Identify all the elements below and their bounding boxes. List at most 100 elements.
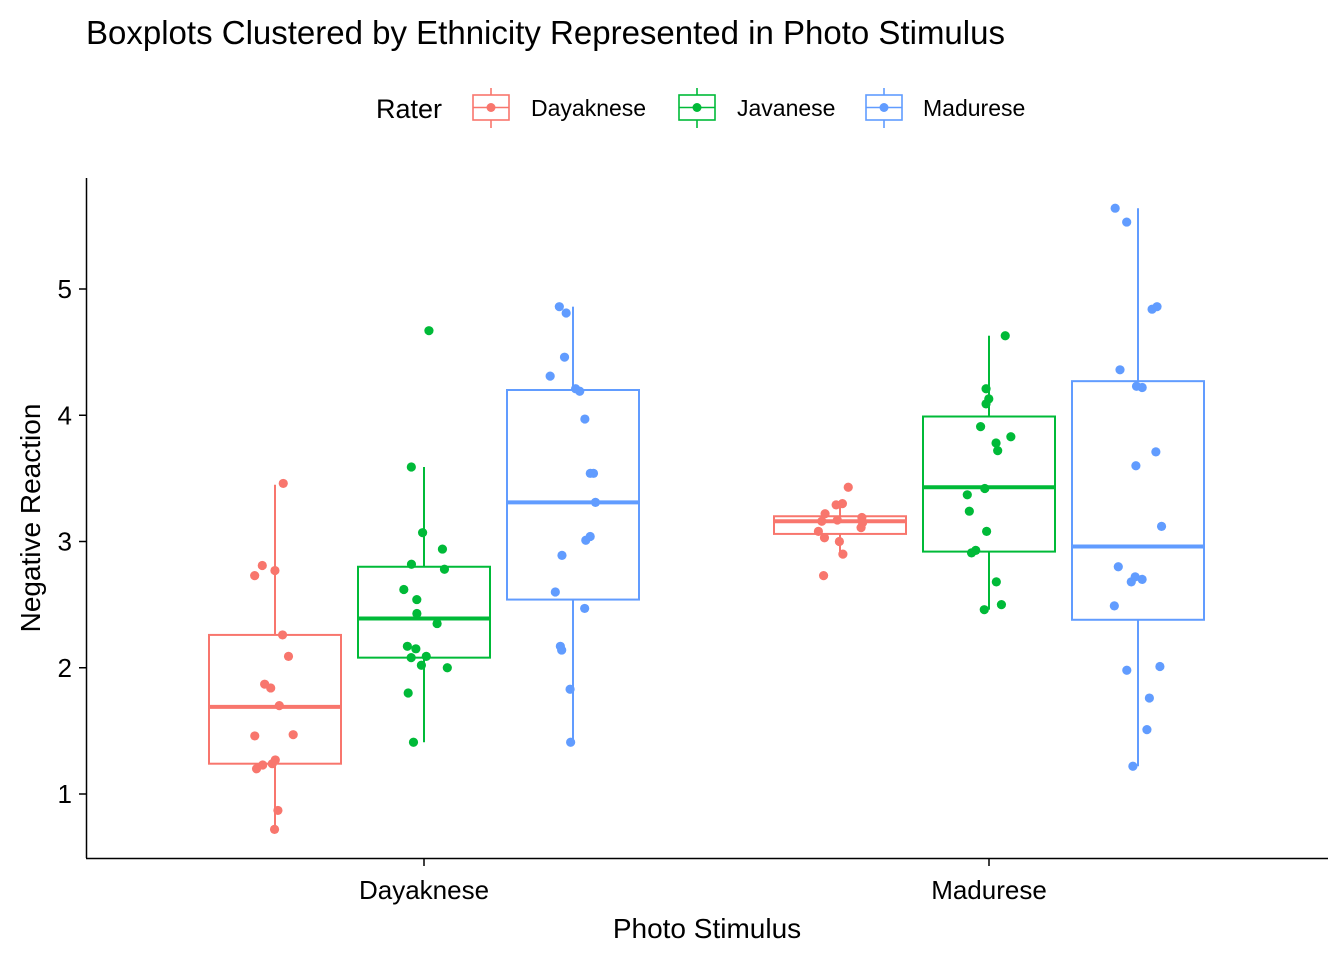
- box-madurese-on-madurese-point-14: [1131, 381, 1142, 391]
- box-madurese-on-dayaknese-point-3: [555, 641, 565, 651]
- box-dayaknese-on-dayaknese-point-8: [274, 701, 284, 711]
- x-axis-title: Photo Stimulus: [613, 913, 801, 944]
- box-dayaknese-on-madurese-point-3: [819, 533, 830, 543]
- box-madurese-on-dayaknese-point-5: [550, 587, 560, 597]
- box-javanese-on-madurese-point-1: [996, 600, 1007, 610]
- legend-key-point-dayaknese: [486, 103, 496, 112]
- box-dayaknese-on-dayaknese-point-1: [273, 805, 283, 816]
- legend-key-dayaknese: [472, 88, 510, 128]
- box-dayaknese-on-dayaknese-point-0: [269, 824, 280, 834]
- box-madurese-on-madurese-point-7: [1137, 574, 1147, 584]
- y-tick-label-3: 3: [58, 527, 72, 557]
- box-madurese-on-dayaknese-point-1: [565, 684, 575, 694]
- legend-key-madurese: [865, 88, 903, 128]
- box-madurese-on-dayaknese-point-6: [557, 550, 567, 560]
- box-javanese-on-madurese-point-8: [980, 483, 990, 494]
- box-dayaknese-on-dayaknese-point-7: [288, 730, 298, 740]
- box-madurese-on-dayaknese-point-8: [585, 531, 595, 542]
- box-madurese-on-madurese-point-5: [1109, 601, 1119, 611]
- x-tick-label-madurese: Madurese: [931, 875, 1047, 905]
- legend: Rater Dayaknese Javanese Madurese: [376, 88, 1025, 128]
- box-madurese-on-madurese-point-18: [1122, 217, 1132, 227]
- box-javanese-on-dayaknese-point-17: [424, 326, 434, 336]
- legend-label-javanese: Javanese: [737, 95, 835, 121]
- box-dayaknese-on-madurese-point-2: [834, 536, 844, 547]
- legend-key-javanese: [678, 88, 716, 128]
- x-axis-ticks: Dayaknese Madurese: [359, 858, 1047, 905]
- box-madurese-on-madurese-point-15: [1115, 365, 1125, 375]
- box-madurese-on-dayaknese-point-16: [559, 352, 570, 362]
- y-tick-label-5: 5: [58, 274, 72, 304]
- chart-title: Boxplots Clustered by Ethnicity Represen…: [86, 14, 1005, 51]
- box-javanese-on-dayaknese-point-1: [403, 688, 413, 698]
- box-madurese-on-dayaknese-point-11: [585, 468, 595, 478]
- box-javanese-on-madurese-point-16: [1000, 331, 1010, 341]
- box-javanese-on-dayaknese-iqr: [357, 565, 491, 659]
- box-dayaknese-on-dayaknese-point-15: [257, 560, 267, 571]
- box-dayaknese-on-dayaknese-point-3: [258, 760, 268, 770]
- box-javanese-on-dayaknese-point-3: [416, 660, 426, 670]
- box-dayaknese-on-madurese-point-1: [838, 549, 848, 559]
- box-dayaknese-on-madurese-point-8: [832, 515, 842, 525]
- box-javanese-on-madurese-point-4: [971, 545, 981, 555]
- box-dayaknese-on-dayaknese-point-12: [277, 630, 288, 640]
- box-javanese-on-dayaknese-point-9: [412, 608, 422, 619]
- box-javanese-on-madurese: [922, 331, 1056, 615]
- box-madurese-on-dayaknese-point-0: [566, 737, 576, 747]
- box-madurese-on-dayaknese: [506, 302, 640, 747]
- y-axis-title: Negative Reaction: [15, 404, 46, 633]
- box-javanese-on-dayaknese-point-11: [399, 584, 409, 595]
- box-dayaknese-on-dayaknese-point-16: [278, 478, 288, 489]
- box-dayaknese-on-dayaknese-point-10: [260, 679, 270, 689]
- box-madurese-on-dayaknese-point-17: [561, 308, 571, 318]
- box-javanese-on-dayaknese-point-5: [421, 651, 431, 661]
- box-javanese-on-madurese-point-14: [984, 394, 994, 404]
- legend-label-dayaknese: Dayaknese: [531, 95, 646, 121]
- y-tick-label-1: 1: [58, 779, 72, 809]
- box-javanese-on-dayaknese-point-7: [402, 641, 412, 651]
- box-madurese-on-madurese-point-3: [1122, 665, 1132, 675]
- box-javanese-on-madurese-point-7: [962, 490, 972, 500]
- legend-title: Rater: [376, 94, 442, 124]
- box-javanese-on-dayaknese-point-4: [406, 653, 416, 663]
- box-dayaknese-on-dayaknese-point-6: [250, 731, 260, 741]
- box-dayaknese-on-madurese-point-13: [843, 482, 853, 492]
- box-madurese-on-dayaknese-point-14: [571, 384, 581, 394]
- box-dayaknese-on-dayaknese-iqr: [208, 633, 342, 765]
- plot-area: [208, 203, 1205, 834]
- box-madurese-on-madurese-point-4: [1155, 661, 1165, 672]
- box-javanese-on-madurese-point-12: [975, 422, 986, 432]
- box-madurese-on-dayaknese-point-15: [545, 371, 555, 381]
- box-madurese-on-dayaknese-point-18: [554, 302, 564, 312]
- box-madurese-on-madurese-point-12: [1151, 447, 1161, 457]
- box-dayaknese-on-dayaknese-point-13: [250, 570, 260, 581]
- box-javanese-on-dayaknese-point-16: [406, 462, 416, 472]
- box-javanese-on-dayaknese-point-15: [417, 528, 428, 538]
- box-madurese-on-madurese-point-1: [1142, 725, 1152, 735]
- box-dayaknese-on-dayaknese-point-14: [270, 565, 280, 576]
- legend-key-point-javanese: [692, 103, 702, 112]
- legend-label-madurese: Madurese: [923, 95, 1025, 121]
- y-tick-label-4: 4: [58, 400, 72, 430]
- box-dayaknese-on-madurese-iqr: [773, 515, 907, 535]
- y-tick-label-2: 2: [58, 653, 72, 683]
- box-dayaknese-on-dayaknese: [208, 478, 342, 834]
- legend-key-point-madurese: [879, 103, 889, 112]
- box-javanese-on-madurese-point-6: [964, 506, 974, 516]
- box-javanese-on-madurese-point-15: [981, 384, 991, 394]
- box-javanese-on-dayaknese-point-2: [442, 663, 452, 673]
- box-madurese-on-madurese-point-8: [1130, 572, 1140, 582]
- box-javanese-on-dayaknese-point-12: [439, 564, 450, 574]
- y-axis-ticks: 1 2 3 4 5: [58, 274, 86, 809]
- box-madurese-on-dayaknese-point-4: [580, 603, 590, 614]
- box-dayaknese-on-madurese: [773, 482, 907, 581]
- box-javanese-on-dayaknese-point-13: [406, 559, 417, 569]
- box-madurese-on-madurese-point-2: [1144, 693, 1154, 703]
- box-madurese-on-dayaknese-point-12: [580, 414, 590, 424]
- box-madurese-on-madurese-point-10: [1156, 521, 1167, 531]
- box-javanese-on-madurese-point-11: [1006, 432, 1016, 442]
- box-dayaknese-on-madurese-point-7: [817, 516, 827, 526]
- box-dayaknese-on-dayaknese-point-11: [283, 651, 294, 661]
- box-dayaknese-on-madurese-point-12: [837, 499, 848, 509]
